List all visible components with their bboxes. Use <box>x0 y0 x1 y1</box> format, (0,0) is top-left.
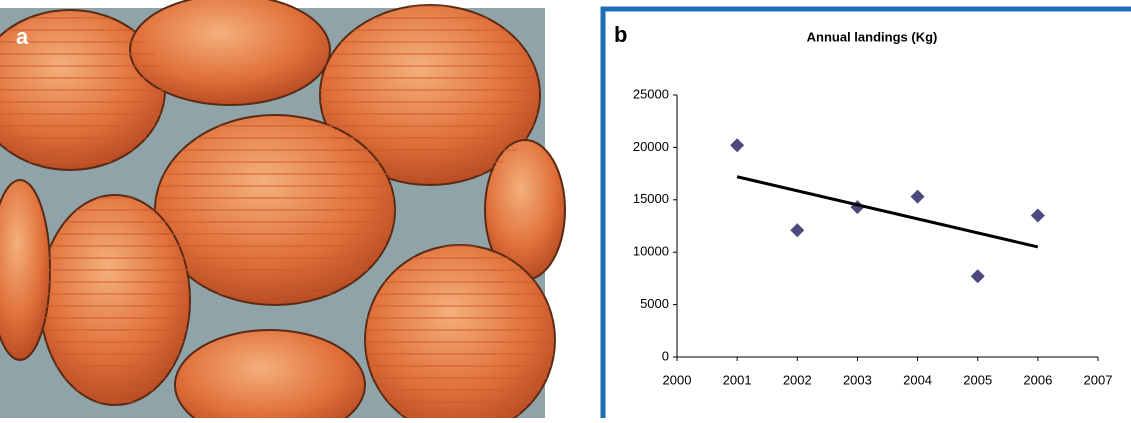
y-tick-label: 25000 <box>633 86 669 101</box>
y-tick-label: 15000 <box>633 191 669 206</box>
y-tick-label: 0 <box>662 348 669 363</box>
x-tick-label: 2000 <box>663 372 692 387</box>
figure: a b Annual landings (Kg) 0 5000 10000 15000… <box>0 0 1131 418</box>
chart-title: Annual landings (Kg) <box>807 29 938 44</box>
x-tick-label: 2007 <box>1084 372 1113 387</box>
y-tick-label: 20000 <box>633 139 669 154</box>
page: a b Annual landings (Kg) 0 5000 10000 15000… <box>0 0 1131 418</box>
x-tick-label: 2002 <box>783 372 812 387</box>
y-tick-label: 10000 <box>633 244 669 259</box>
x-tick-label: 2003 <box>843 372 872 387</box>
x-tick-label: 2004 <box>903 372 932 387</box>
panel-label: b <box>614 22 627 47</box>
x-tick-label: 2005 <box>963 372 992 387</box>
photo: a <box>0 0 565 418</box>
panel-label: a <box>16 24 29 49</box>
x-tick-label: 2006 <box>1023 372 1052 387</box>
y-tick-label: 5000 <box>640 296 669 311</box>
chart-panel: b Annual landings (Kg) <box>603 9 1131 418</box>
x-tick-label: 2001 <box>723 372 752 387</box>
